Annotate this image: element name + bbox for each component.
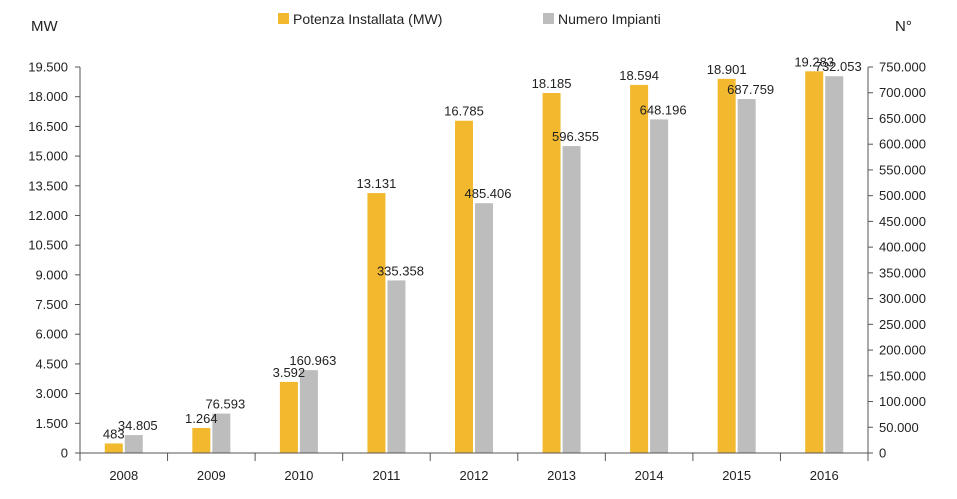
x-tick-label: 2011 xyxy=(372,468,400,483)
y-right-tick-label: 250.000 xyxy=(879,317,926,332)
y-right-tick-label: 350.000 xyxy=(879,265,926,280)
y-right-tick-label: 0 xyxy=(879,446,886,461)
bar-potenza xyxy=(367,193,386,453)
y-left-tick-label: 13.500 xyxy=(28,178,68,193)
bar-impianti xyxy=(212,413,231,453)
y-left-tick-label: 3.000 xyxy=(35,386,68,401)
data-label-potenza: 18.185 xyxy=(532,76,572,91)
legend-label-impianti: Numero Impianti xyxy=(558,11,661,27)
x-tick-label: 2010 xyxy=(284,468,313,483)
data-label-impianti: 687.759 xyxy=(727,82,774,97)
data-label-impianti: 732.053 xyxy=(815,59,862,74)
data-label-potenza: 18.594 xyxy=(619,68,659,83)
y-left-tick-label: 16.500 xyxy=(28,119,68,134)
data-label-impianti: 160.963 xyxy=(289,353,336,368)
y-right-tick-label: 750.000 xyxy=(879,60,926,75)
data-label-potenza: 483 xyxy=(103,426,125,441)
bar-impianti xyxy=(299,370,318,453)
x-tick-label: 2012 xyxy=(460,468,489,483)
legend-label-potenza: Potenza Installata (MW) xyxy=(293,11,442,27)
y-right-tick-label: 600.000 xyxy=(879,137,926,152)
bar-impianti xyxy=(475,203,493,453)
bar-impianti xyxy=(825,76,844,453)
legend-swatch-impianti xyxy=(543,13,554,24)
bar-impianti xyxy=(124,435,143,453)
bar-potenza xyxy=(192,427,211,453)
data-label-potenza: 1.264 xyxy=(185,411,218,426)
bar-potenza xyxy=(805,71,824,454)
legend-swatch-potenza xyxy=(278,13,289,24)
y-left-tick-label: 0 xyxy=(61,446,68,461)
data-label-impianti: 335.358 xyxy=(377,263,424,278)
y-right-tick-label: 550.000 xyxy=(879,162,926,177)
y-right-tick-label: 200.000 xyxy=(879,343,926,358)
data-label-impianti: 76.593 xyxy=(205,397,245,412)
y-left-tick-label: 18.000 xyxy=(28,89,68,104)
data-label-potenza: 18.901 xyxy=(707,62,747,77)
y-left-axis-title: MW xyxy=(31,18,58,35)
y-right-tick-label: 400.000 xyxy=(879,240,926,255)
bar-impianti xyxy=(562,146,581,453)
x-tick-label: 2013 xyxy=(547,468,576,483)
y-left-tick-label: 19.500 xyxy=(28,60,68,75)
x-tick-label: 2008 xyxy=(109,468,138,483)
bar-potenza xyxy=(630,84,649,454)
bar-potenza xyxy=(717,78,736,454)
bar-impianti xyxy=(387,280,406,453)
data-label-impianti: 34.805 xyxy=(118,418,158,433)
bar-impianti xyxy=(650,119,669,453)
bar-potenza xyxy=(104,443,123,453)
y-right-tick-label: 500.000 xyxy=(879,188,926,203)
x-tick-label: 2014 xyxy=(635,468,664,483)
y-left-tick-label: 12.000 xyxy=(28,208,68,223)
y-right-tick-label: 450.000 xyxy=(879,214,926,229)
y-right-tick-label: 700.000 xyxy=(879,85,926,100)
y-left-tick-label: 10.500 xyxy=(28,238,68,253)
data-label-impianti: 648.196 xyxy=(640,102,687,117)
bar-potenza xyxy=(542,93,561,453)
bar-potenza xyxy=(279,381,298,453)
x-tick-label: 2016 xyxy=(810,468,839,483)
data-label-impianti: 485.406 xyxy=(465,186,512,201)
y-left-tick-label: 15.000 xyxy=(28,149,68,164)
bar-potenza xyxy=(455,120,473,454)
y-right-tick-label: 300.000 xyxy=(879,291,926,306)
x-tick-label: 2009 xyxy=(197,468,226,483)
data-label-potenza: 3.592 xyxy=(273,365,306,380)
y-left-tick-label: 6.000 xyxy=(35,327,68,342)
x-tick-label: 2015 xyxy=(722,468,751,483)
y-left-tick-label: 1.500 xyxy=(35,416,68,431)
data-label-potenza: 13.131 xyxy=(357,176,397,191)
bar-impianti xyxy=(737,99,756,453)
y-right-tick-label: 50.000 xyxy=(879,420,919,435)
data-label-impianti: 596.355 xyxy=(552,129,599,144)
y-right-tick-label: 100.000 xyxy=(879,394,926,409)
y-left-tick-label: 4.500 xyxy=(35,356,68,371)
y-right-axis-title: N° xyxy=(895,18,912,35)
y-left-tick-label: 9.000 xyxy=(35,267,68,282)
y-right-tick-label: 150.000 xyxy=(879,368,926,383)
data-label-potenza: 16.785 xyxy=(444,104,484,119)
y-right-tick-label: 650.000 xyxy=(879,111,926,126)
data-label-potenza: 19.283 xyxy=(794,54,834,69)
y-left-tick-label: 7.500 xyxy=(35,297,68,312)
